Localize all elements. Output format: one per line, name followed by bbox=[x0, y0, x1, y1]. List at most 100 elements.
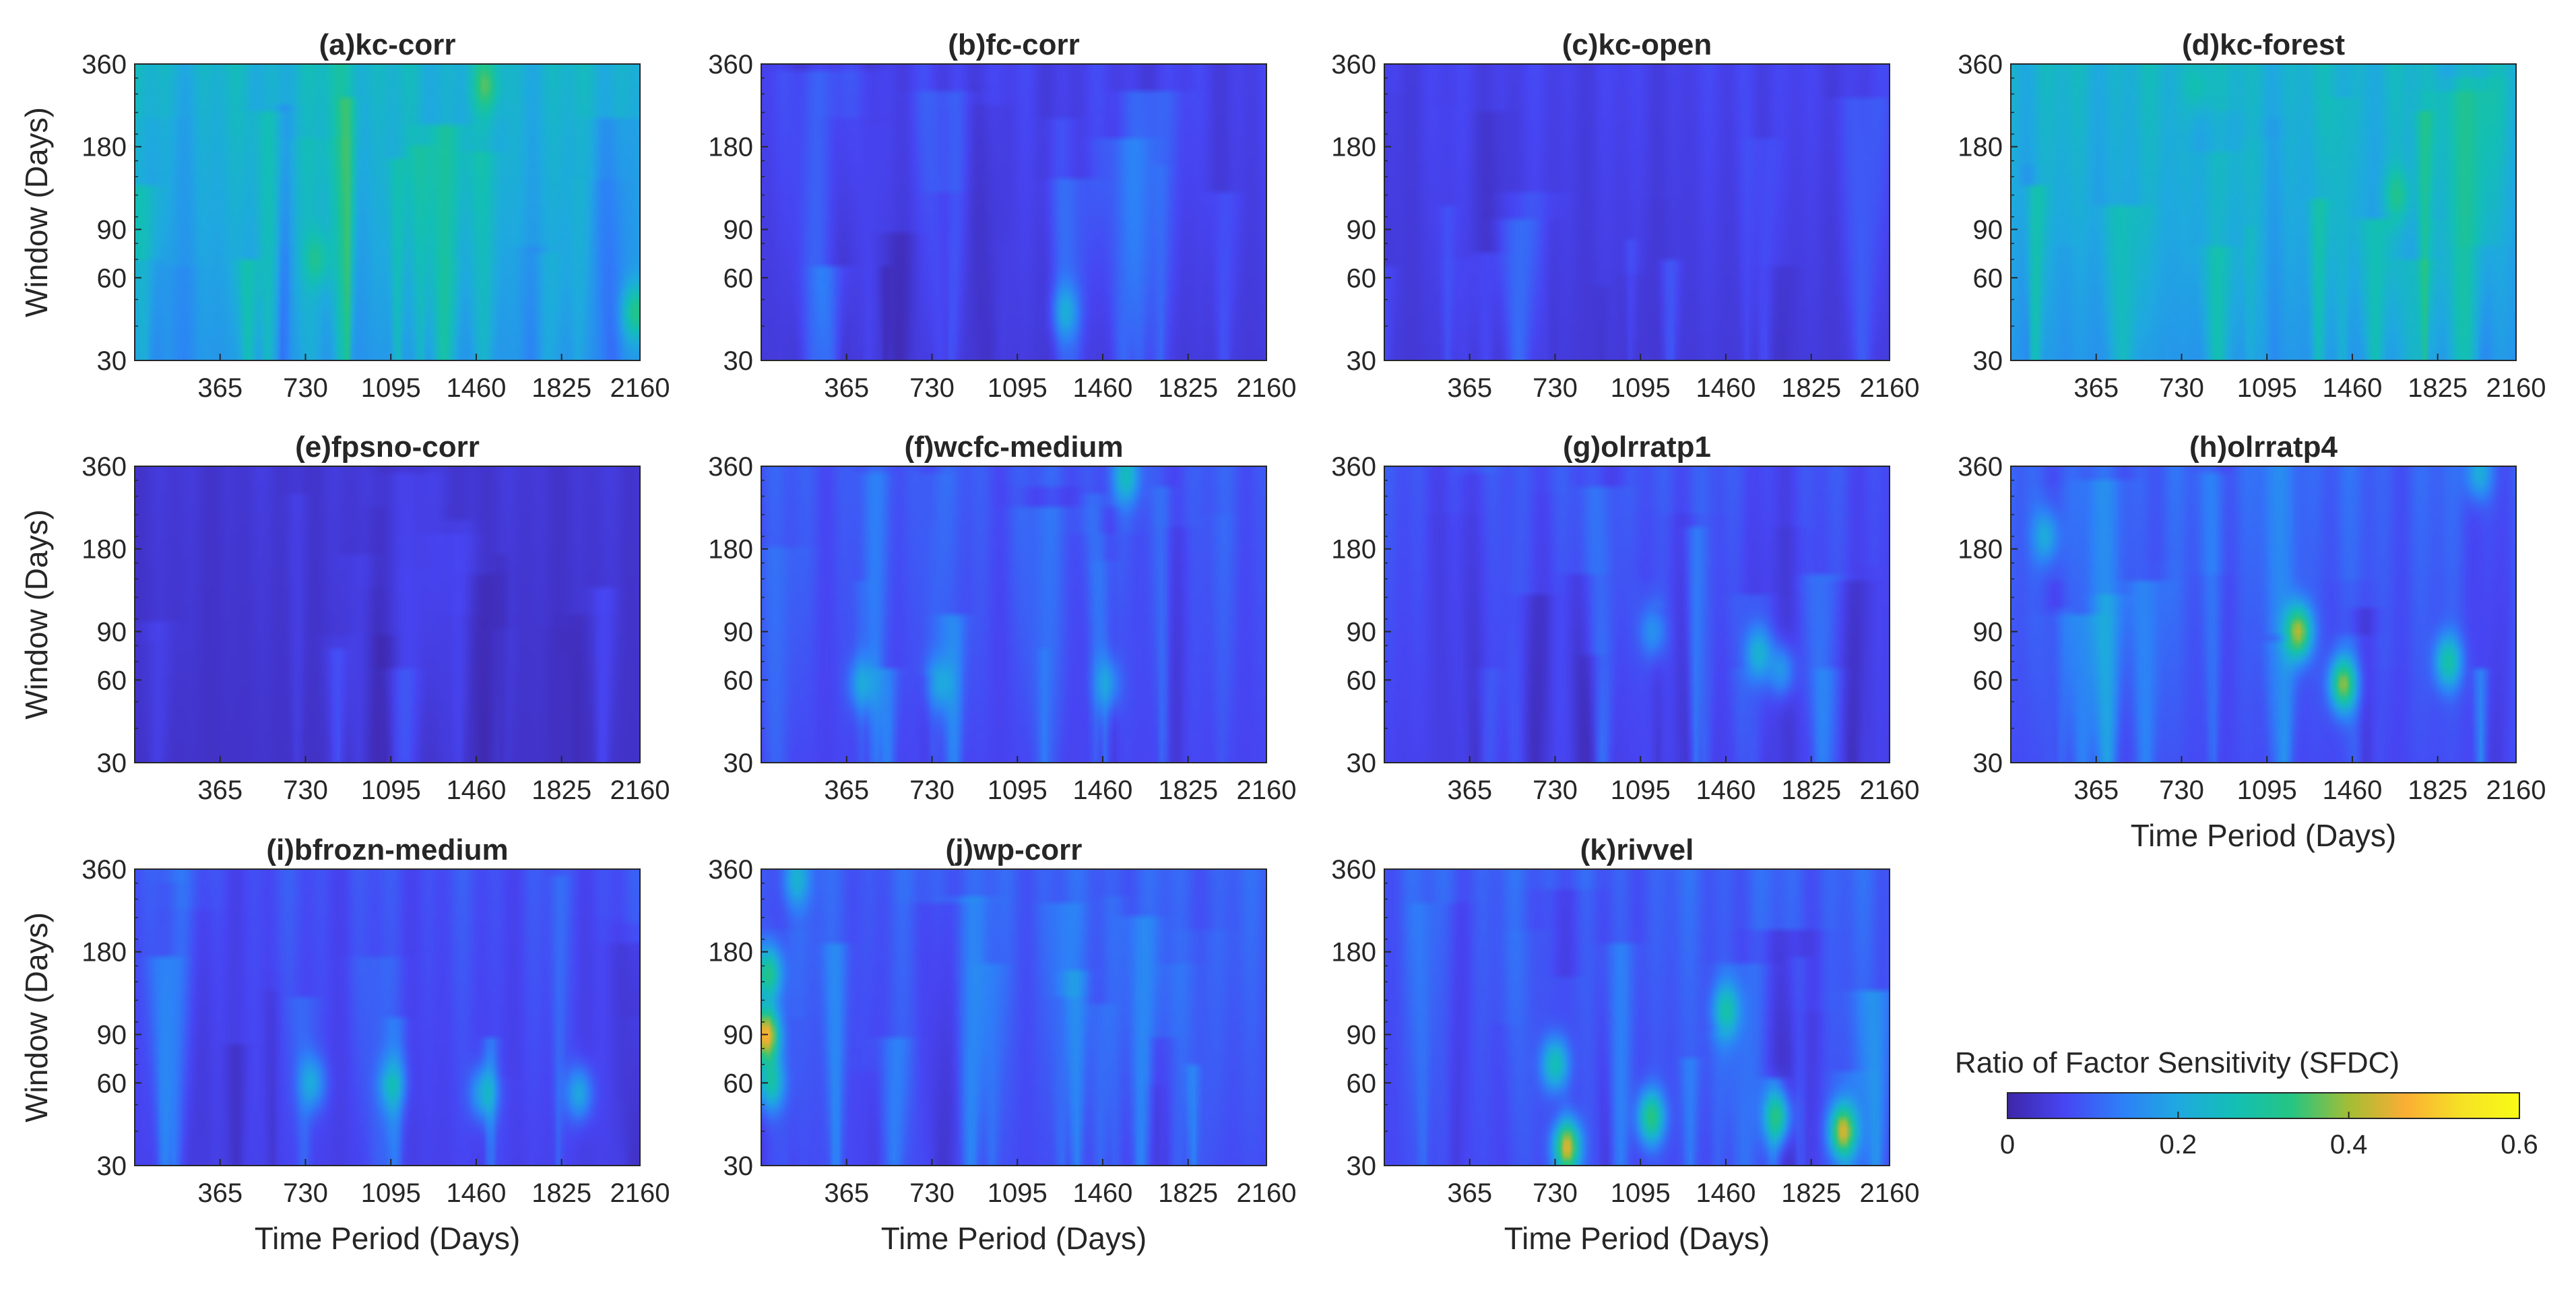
axes-frame bbox=[1384, 63, 1890, 361]
x-tick-label: 365 bbox=[824, 373, 869, 403]
y-tick-label: 180 bbox=[708, 938, 753, 967]
x-tick-label: 1460 bbox=[1072, 373, 1132, 403]
heatmap-image bbox=[1384, 64, 1890, 360]
y-tick-label: 60 bbox=[1347, 666, 1377, 695]
y-tick-label: 30 bbox=[97, 749, 127, 778]
heatmap-panel: (k)rivvel 30 60 90 180 360 365 730 1095 1460 1825 2… bbox=[1331, 833, 1919, 1256]
x-tick-label: 1460 bbox=[2322, 775, 2382, 805]
y-tick-label: 30 bbox=[97, 1151, 127, 1181]
y-tick-label: 360 bbox=[82, 855, 127, 885]
x-tick-label: 365 bbox=[2073, 373, 2119, 403]
panel-title: (k)rivvel bbox=[1580, 833, 1694, 866]
axes-frame bbox=[134, 466, 641, 763]
y-tick-label: 30 bbox=[1973, 346, 2003, 376]
x-tick-label: 1825 bbox=[532, 775, 591, 805]
x-tick-label: 730 bbox=[1533, 775, 1578, 805]
colorbar-gradient bbox=[2007, 1092, 2520, 1119]
x-tick-label: 1825 bbox=[1158, 1178, 1218, 1208]
x-tick-label: 730 bbox=[1533, 373, 1578, 403]
y-tick-label: 30 bbox=[1347, 1151, 1377, 1181]
colorbar: Ratio of Factor Sensitivity (SFDC) 0 0.2 0… bbox=[1955, 1046, 2538, 1160]
y-tick-label: 360 bbox=[708, 50, 753, 80]
x-tick-label: 365 bbox=[197, 1178, 243, 1208]
y-axis-label: Window (Days) bbox=[19, 912, 54, 1122]
x-tick-label: 365 bbox=[2073, 775, 2119, 805]
x-tick-label: 730 bbox=[1533, 1178, 1578, 1208]
heatmap-panel: (i)bfrozn-medium 30 60 90 180 360 365 730 1095 14… bbox=[19, 833, 670, 1256]
x-tick-label: 365 bbox=[197, 373, 243, 403]
x-axis-label: Time Period (Days) bbox=[881, 1221, 1147, 1256]
x-tick-label: 365 bbox=[197, 775, 243, 805]
heatmap-image bbox=[2011, 466, 2516, 763]
y-tick-label: 360 bbox=[708, 452, 753, 482]
x-tick-label: 1825 bbox=[532, 373, 591, 403]
y-tick-label: 180 bbox=[708, 133, 753, 162]
y-tick-label: 60 bbox=[1973, 263, 2003, 293]
x-tick-label: 1460 bbox=[1072, 775, 1132, 805]
y-tick-label: 180 bbox=[1331, 535, 1376, 565]
y-tick-label: 30 bbox=[1347, 749, 1377, 778]
x-tick-label: 730 bbox=[909, 1178, 955, 1208]
x-tick-label: 1825 bbox=[1158, 373, 1218, 403]
heatmap-panel: (d)kc-forest 30 60 90 180 360 365 730 1095 1460 18… bbox=[1958, 28, 2546, 403]
y-tick-label: 90 bbox=[1347, 215, 1377, 245]
y-tick-label: 60 bbox=[723, 1069, 754, 1098]
y-tick-label: 90 bbox=[97, 215, 127, 245]
axes-frame bbox=[1384, 868, 1890, 1166]
x-tick-label: 1460 bbox=[2322, 373, 2382, 403]
heatmap-image bbox=[1384, 869, 1890, 1166]
y-tick-label: 180 bbox=[82, 535, 127, 565]
y-tick-label: 90 bbox=[1973, 617, 2003, 647]
y-tick-label: 30 bbox=[723, 346, 754, 376]
x-tick-label: 1095 bbox=[361, 1178, 421, 1208]
y-tick-label: 180 bbox=[708, 535, 753, 565]
heatmap-image bbox=[761, 466, 1266, 763]
x-tick-label: 1095 bbox=[361, 775, 421, 805]
x-tick-label: 2160 bbox=[1237, 1178, 1297, 1208]
axes-frame bbox=[134, 63, 641, 361]
x-tick-label: 730 bbox=[909, 775, 955, 805]
x-tick-label: 1825 bbox=[532, 1178, 591, 1208]
y-tick-label: 90 bbox=[723, 617, 754, 647]
y-tick-label: 360 bbox=[1331, 452, 1376, 482]
x-tick-label: 1460 bbox=[1696, 1178, 1756, 1208]
x-tick-label: 1460 bbox=[446, 373, 506, 403]
colorbar-ticks: 0 0.2 0.4 0.6 bbox=[2000, 1112, 2538, 1160]
y-tick-label: 90 bbox=[723, 1020, 754, 1050]
x-tick-label: 1095 bbox=[361, 373, 421, 403]
heatmap-image bbox=[135, 466, 640, 763]
x-tick-label: 1460 bbox=[1072, 1178, 1132, 1208]
axes-frame bbox=[2010, 466, 2517, 763]
x-tick-label: 1460 bbox=[1696, 775, 1756, 805]
y-tick-label: 360 bbox=[1331, 50, 1376, 80]
y-tick-label: 30 bbox=[723, 1151, 754, 1181]
heatmap-panel: (c)kc-open 30 60 90 180 360 365 730 1095 1460 1825… bbox=[1331, 28, 1919, 403]
panel-title: (d)kc-forest bbox=[2182, 28, 2345, 61]
y-tick-label: 180 bbox=[82, 133, 127, 162]
heatmap-panel: (e)fpsno-corr 30 60 90 180 360 365 730 1095 1460 1… bbox=[19, 431, 670, 805]
heatmap-panel: (f)wcfc-medium 30 60 90 180 360 365 730 1095 1460… bbox=[708, 431, 1296, 805]
y-tick-label: 360 bbox=[82, 452, 127, 482]
x-tick-label: 2160 bbox=[2486, 775, 2546, 805]
heatmap-panel: (a)kc-corr 30 60 90 180 360 365 730 1095 1460 1825… bbox=[19, 28, 670, 403]
x-tick-label: 2160 bbox=[1237, 775, 1297, 805]
y-tick-label: 60 bbox=[1973, 666, 2003, 695]
y-tick-label: 30 bbox=[97, 346, 127, 376]
panel-title: (i)bfrozn-medium bbox=[266, 833, 508, 866]
y-tick-label: 360 bbox=[1331, 855, 1376, 885]
y-tick-label: 30 bbox=[1973, 749, 2003, 778]
panel-title: (c)kc-open bbox=[1562, 28, 1712, 61]
y-tick-label: 90 bbox=[1973, 215, 2003, 245]
axes-frame bbox=[2010, 63, 2517, 361]
y-tick-label: 30 bbox=[1347, 346, 1377, 376]
y-tick-label: 60 bbox=[1347, 1069, 1377, 1098]
axes-frame bbox=[761, 466, 1267, 763]
x-tick-label: 1460 bbox=[1696, 373, 1756, 403]
colorbar-tick-label: 0 bbox=[2000, 1130, 2015, 1160]
heatmap-panel: (j)wp-corr 30 60 90 180 360 365 730 1095 1460 1825… bbox=[708, 833, 1296, 1256]
x-tick-label: 2160 bbox=[610, 775, 670, 805]
y-tick-label: 360 bbox=[82, 50, 127, 80]
x-tick-label: 1825 bbox=[1781, 775, 1841, 805]
x-tick-label: 1095 bbox=[988, 1178, 1048, 1208]
heatmap-panel: (b)fc-corr 30 60 90 180 360 365 730 1095 1460 1825… bbox=[708, 28, 1296, 403]
